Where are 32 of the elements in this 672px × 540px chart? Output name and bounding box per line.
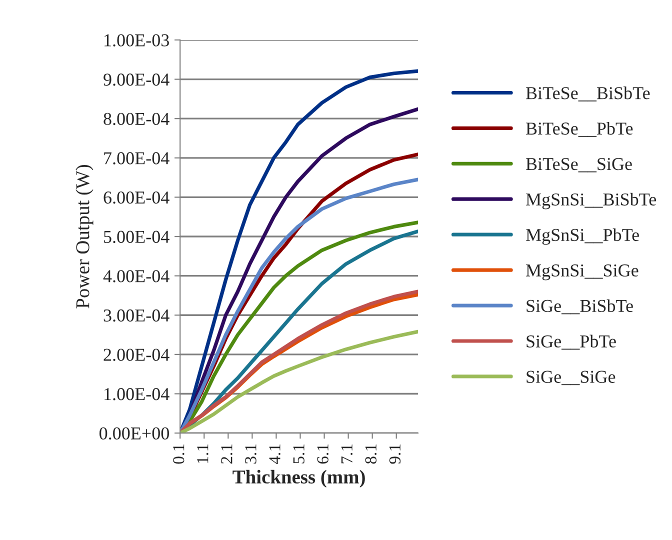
y-tick-label: 5.00E-04: [104, 230, 170, 244]
y-tick-label: 8.00E-04: [104, 112, 170, 126]
legend-label: MgSnSi__BiSbTe: [526, 192, 656, 210]
y-tick-label: 6.00E-04: [104, 191, 170, 204]
legend-label: SiGe__PbTe: [526, 334, 616, 350]
y-tick-label: 3.00E-04: [104, 309, 170, 322]
x-tick-label: 6.1: [317, 444, 329, 464]
x-tick-label: 9.1: [389, 444, 401, 464]
legend-label: BiTeSe__PbTe: [526, 122, 633, 137]
x-tick-label: 2.1: [221, 444, 232, 464]
y-tick-label: 4.00E-04: [103, 270, 170, 282]
legend-label: SiGe__BiSbTe: [526, 299, 633, 314]
legend-label: MgSnSi__SiGe: [526, 264, 638, 280]
x-tick-label: 8.1: [365, 444, 377, 464]
legend-label: BiTeSe__BiSbTe: [526, 86, 650, 102]
y-tick-label: 0.00E+00: [100, 427, 169, 440]
y-axis-title: Power Output (W): [76, 165, 94, 308]
y-tick-label: 9.00E-04: [104, 74, 170, 86]
legend-label: MgSnSi__PbTe: [526, 228, 639, 245]
y-tick-label: 1.00E-04: [104, 388, 170, 400]
y-tick-label: 2.00E-04: [104, 348, 170, 361]
x-tick-label: 3.1: [245, 444, 256, 464]
x-tick-label: 7.1: [341, 444, 353, 464]
x-tick-label: 4.1: [269, 444, 280, 464]
x-tick-label: 1.1: [197, 444, 208, 463]
x-axis-title: Thickness (mm): [232, 470, 365, 488]
y-tick-label: 7.00E-04: [104, 152, 170, 164]
legend-label: SiGe__SiGe: [526, 370, 616, 386]
x-tick-label: 5.1: [293, 444, 304, 464]
legend-label: BiTeSe__SiGe: [526, 158, 632, 172]
y-tick-label: 1.00E-03: [104, 34, 169, 46]
x-tick-label: 0.1: [173, 444, 184, 464]
